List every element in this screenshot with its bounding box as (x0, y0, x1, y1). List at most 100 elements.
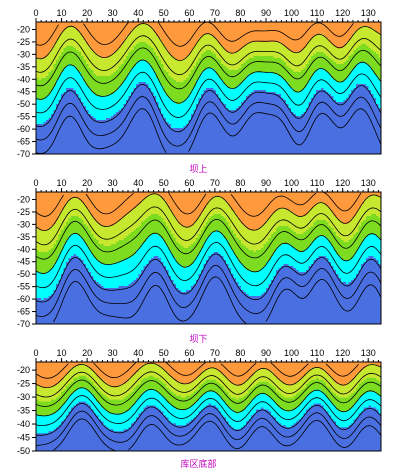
contour-line (36, 371, 381, 398)
x-tick-label: 10 (57, 178, 67, 188)
contour-lines (36, 22, 381, 154)
contour-line (36, 362, 359, 379)
x-tick-label: 50 (159, 178, 169, 188)
x-tick-label: 50 (159, 348, 169, 358)
chart-panel-3: 0 10 20 30 40 50 60 70 80 90 100 110 120 130 -20 -25 -30… (17, 348, 382, 470)
x-tick-label: 120 (335, 178, 350, 188)
contour-line (36, 47, 381, 90)
y-tick-label: -50 (17, 446, 30, 456)
y-tick-label: -50 (17, 269, 30, 279)
x-tick-label: 90 (261, 348, 271, 358)
x-tick-label: 60 (184, 8, 194, 18)
y-tick-label: -45 (17, 433, 30, 443)
x-tick-label: 110 (310, 178, 324, 188)
x-tick-label: 70 (210, 348, 220, 358)
y-tick-label: -35 (17, 232, 30, 242)
contour-line (36, 108, 381, 154)
x-tick-label: 20 (82, 348, 92, 358)
x-tick-label: 20 (82, 8, 92, 18)
contour-line (36, 241, 381, 289)
plot-frame (35, 361, 382, 452)
x-tick-label: 10 (57, 348, 67, 358)
contour-line (36, 96, 381, 147)
x-tick-label: 60 (184, 178, 194, 188)
x-tick-label: 10 (57, 8, 67, 18)
x-tick-label: 30 (108, 348, 118, 358)
y-tick-label: -35 (17, 406, 30, 416)
x-tick-label: 100 (284, 178, 299, 188)
y-tick-label: -70 (17, 149, 30, 159)
contour-line (36, 387, 381, 417)
y-tick-label: -25 (17, 37, 30, 47)
x-tick-label: 130 (361, 8, 376, 18)
contour-lines (36, 192, 381, 324)
x-tick-label: 0 (33, 178, 38, 188)
y-tick-label: -30 (17, 49, 30, 59)
x-tick-label: 120 (335, 348, 350, 358)
contour-line (36, 402, 381, 436)
contour-bands (36, 22, 381, 154)
y-tick-label: -65 (17, 307, 30, 317)
chart-panel-2: 0 10 20 30 40 50 60 70 80 90 100 110 120 130 -20 -25 -30… (17, 178, 382, 345)
contour-line (36, 395, 381, 426)
x-tick-label: 120 (335, 8, 350, 18)
x-tick-label: 80 (235, 348, 245, 358)
x-tick-label: 50 (159, 8, 169, 18)
plot-frame (35, 191, 382, 325)
y-tick-label: -65 (17, 137, 30, 147)
x-tick-label: 40 (133, 8, 143, 18)
contour-line (53, 276, 381, 324)
plot-frame (35, 21, 382, 155)
y-tick-label: -55 (17, 112, 30, 122)
x-tick-label: 60 (184, 348, 194, 358)
y-tick-label: -40 (17, 244, 30, 254)
x-tick-label: 0 (33, 8, 38, 18)
y-tick-label: -60 (17, 124, 30, 134)
contour-line (53, 418, 381, 451)
contour-line (36, 264, 381, 317)
x-tick-label: 90 (261, 8, 271, 18)
x-tick-label: 70 (210, 178, 220, 188)
contour-line (36, 362, 381, 389)
contour-line (36, 206, 381, 246)
contour-line (36, 230, 381, 274)
y-tick-label: -50 (17, 99, 30, 109)
contour-line (36, 59, 381, 104)
contour-line (36, 410, 381, 446)
contour-line (36, 71, 381, 118)
x-tick-label: 80 (235, 178, 245, 188)
y-tick-label: -55 (17, 282, 30, 292)
y-tick-label: -30 (17, 219, 30, 229)
x-tick-label: 130 (361, 178, 376, 188)
panel-caption: 坝上 (189, 164, 207, 175)
x-tick-label: 20 (82, 178, 92, 188)
contour-line (36, 218, 381, 260)
contour-lines (36, 362, 381, 451)
contour-line (36, 22, 354, 47)
x-tick-label: 130 (361, 348, 376, 358)
y-tick-label: -45 (17, 87, 30, 97)
x-tick-label: 90 (261, 178, 271, 188)
y-tick-label: -40 (17, 74, 30, 84)
y-tick-label: -60 (17, 294, 30, 304)
x-tick-label: 70 (210, 8, 220, 18)
contour-line (36, 83, 381, 133)
x-tick-label: 100 (284, 8, 299, 18)
y-tick-label: -20 (17, 24, 30, 34)
y-tick-label: -25 (17, 207, 30, 217)
y-tick-label: -45 (17, 257, 30, 267)
y-tick-label: -35 (17, 62, 30, 72)
x-tick-label: 110 (310, 348, 324, 358)
chart-panel-1: 0 10 20 30 40 50 60 70 80 90 100 110 120 130 -20 -25 -30… (17, 8, 382, 175)
panel-caption: 坝下 (189, 334, 207, 345)
contour-line (36, 23, 381, 61)
contour-line (36, 193, 381, 232)
contour-line (36, 379, 381, 407)
contour-line (36, 253, 381, 303)
x-tick-label: 30 (108, 178, 118, 188)
y-tick-label: -30 (17, 392, 30, 402)
y-tick-label: -20 (17, 365, 30, 375)
x-tick-label: 80 (235, 8, 245, 18)
y-tick-label: -40 (17, 419, 30, 429)
